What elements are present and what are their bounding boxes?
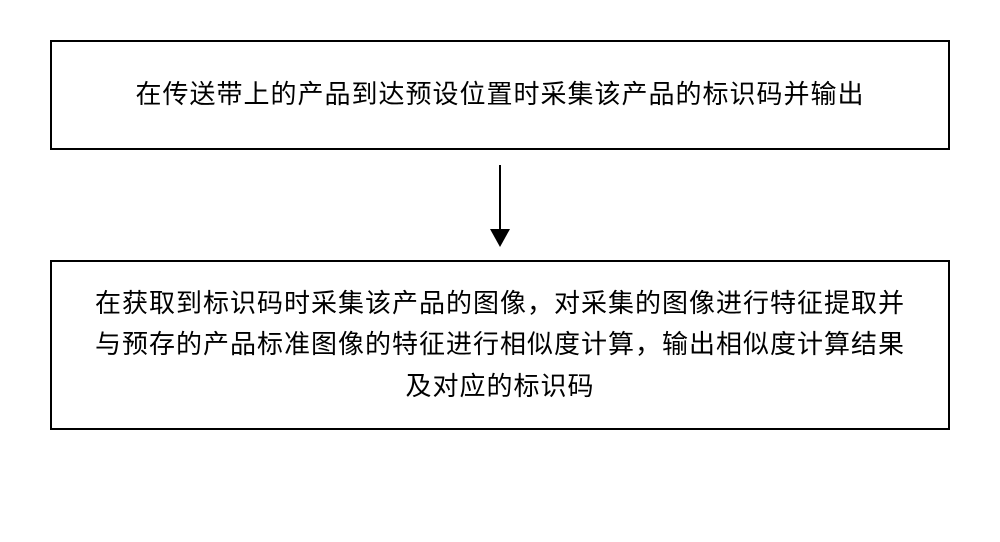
arrow-down-icon <box>499 165 501 245</box>
flowchart-container: 在传送带上的产品到达预设位置时采集该产品的标识码并输出 在获取到标识码时采集该产… <box>50 40 950 430</box>
flowchart-step-1: 在传送带上的产品到达预设位置时采集该产品的标识码并输出 <box>50 40 950 150</box>
flowchart-step-2: 在获取到标识码时采集该产品的图像，对采集的图像进行特征提取并与预存的产品标准图像… <box>50 260 950 430</box>
step-1-text: 在传送带上的产品到达预设位置时采集该产品的标识码并输出 <box>135 74 864 116</box>
step-2-text: 在获取到标识码时采集该产品的图像，对采集的图像进行特征提取并与预存的产品标准图像… <box>82 283 918 408</box>
arrow-container <box>50 150 950 260</box>
